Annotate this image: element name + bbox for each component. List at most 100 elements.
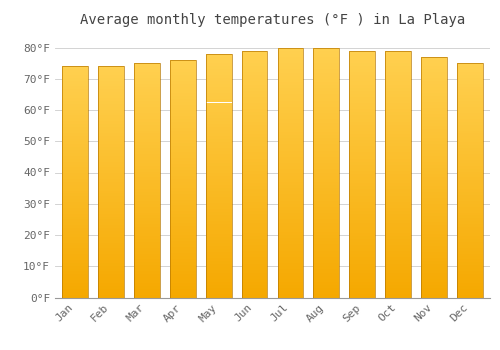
Bar: [458, 157, 483, 160]
Bar: [386, 174, 411, 177]
Bar: [206, 167, 232, 169]
Bar: [458, 86, 483, 90]
Bar: [278, 254, 303, 257]
Bar: [62, 228, 88, 231]
Bar: [458, 198, 483, 201]
Bar: [314, 69, 340, 72]
Bar: [170, 152, 196, 155]
Bar: [278, 119, 303, 122]
Bar: [206, 60, 232, 63]
Bar: [206, 169, 232, 173]
Bar: [170, 117, 196, 119]
Bar: [242, 211, 268, 214]
Bar: [206, 124, 232, 127]
Bar: [62, 243, 88, 245]
Bar: [314, 126, 340, 129]
Bar: [170, 214, 196, 217]
Bar: [170, 119, 196, 122]
Bar: [206, 112, 232, 115]
Bar: [62, 225, 88, 228]
Bar: [422, 180, 447, 183]
Bar: [62, 139, 88, 141]
Bar: [278, 238, 303, 241]
Bar: [242, 125, 268, 128]
Bar: [458, 166, 483, 169]
Bar: [386, 143, 411, 146]
Bar: [134, 192, 160, 195]
Bar: [170, 161, 196, 164]
Bar: [278, 85, 303, 88]
Bar: [206, 173, 232, 176]
Bar: [422, 237, 447, 240]
Bar: [98, 159, 124, 162]
Bar: [206, 96, 232, 99]
Bar: [422, 288, 447, 292]
Bar: [422, 186, 447, 189]
Bar: [206, 197, 232, 200]
Bar: [134, 107, 160, 110]
Bar: [62, 104, 88, 107]
Bar: [98, 153, 124, 156]
Bar: [314, 244, 340, 247]
Bar: [206, 84, 232, 87]
Bar: [62, 199, 88, 202]
Bar: [62, 69, 88, 72]
Bar: [386, 162, 411, 165]
Bar: [314, 235, 340, 238]
Bar: [458, 221, 483, 224]
Bar: [98, 66, 124, 69]
Bar: [170, 226, 196, 229]
Bar: [206, 90, 232, 93]
Bar: [386, 69, 411, 72]
Bar: [314, 82, 340, 85]
Bar: [98, 205, 124, 208]
Bar: [242, 226, 268, 230]
Bar: [62, 78, 88, 81]
Bar: [350, 121, 376, 125]
Bar: [314, 135, 340, 138]
Bar: [314, 66, 340, 69]
Bar: [170, 170, 196, 173]
Bar: [242, 220, 268, 223]
Bar: [242, 177, 268, 180]
Bar: [242, 236, 268, 239]
Bar: [170, 197, 196, 199]
Bar: [134, 277, 160, 280]
Bar: [98, 182, 124, 185]
Bar: [458, 216, 483, 218]
Bar: [350, 69, 376, 72]
Bar: [422, 66, 447, 69]
Bar: [278, 160, 303, 163]
Bar: [350, 97, 376, 100]
Bar: [314, 88, 340, 91]
Bar: [98, 254, 124, 257]
Bar: [422, 256, 447, 258]
Bar: [314, 63, 340, 66]
Bar: [278, 207, 303, 210]
Bar: [242, 189, 268, 193]
Bar: [242, 239, 268, 242]
Bar: [242, 282, 268, 285]
Bar: [386, 183, 411, 187]
Bar: [242, 223, 268, 226]
Bar: [170, 105, 196, 107]
Bar: [350, 82, 376, 85]
Bar: [170, 93, 196, 96]
Bar: [170, 289, 196, 292]
Bar: [134, 69, 160, 72]
Bar: [386, 242, 411, 245]
Bar: [242, 72, 268, 75]
Bar: [350, 75, 376, 78]
Bar: [98, 266, 124, 268]
Bar: [98, 245, 124, 248]
Bar: [458, 136, 483, 139]
Bar: [242, 88, 268, 91]
Bar: [386, 72, 411, 75]
Bar: [98, 248, 124, 251]
Bar: [134, 166, 160, 169]
Bar: [98, 222, 124, 225]
Bar: [314, 150, 340, 154]
Title: Average monthly temperatures (°F ) in La Playa: Average monthly temperatures (°F ) in La…: [80, 13, 465, 27]
Bar: [242, 106, 268, 109]
Bar: [314, 263, 340, 266]
